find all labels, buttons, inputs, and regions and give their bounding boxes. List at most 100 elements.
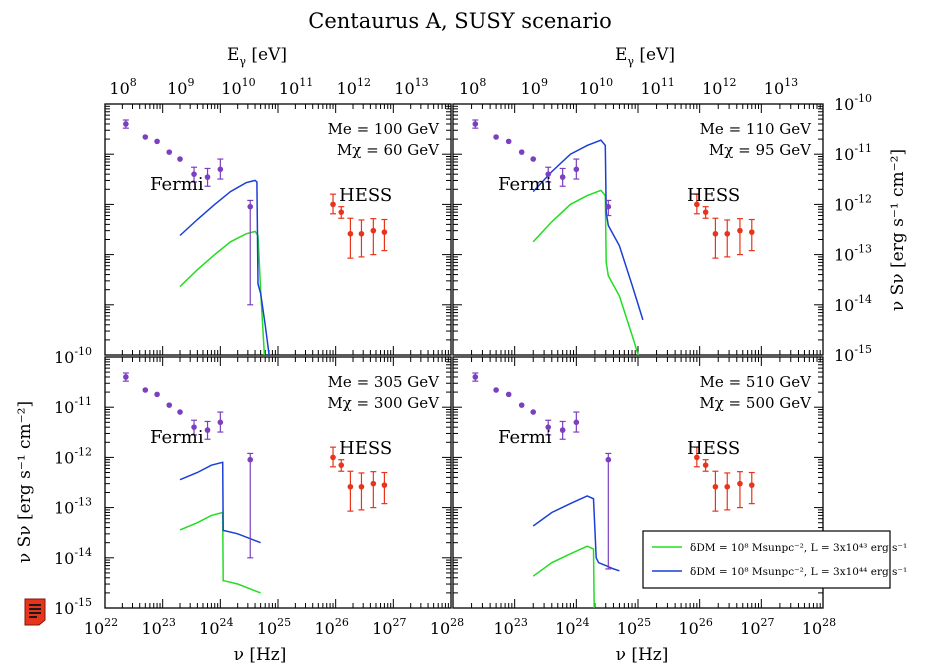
- model-curve-green: [179, 511, 261, 594]
- top-axis-label-unit: [eV]: [246, 45, 287, 65]
- top-axis-label-unit: [eV]: [634, 45, 675, 65]
- fermi-point: [493, 134, 499, 140]
- fermi-point: [123, 374, 129, 380]
- mass-annotation: Me = 305 GeV: [328, 373, 441, 391]
- fermi-point: [530, 409, 537, 415]
- top-axis-label-left: Eγ [eV]: [227, 45, 287, 68]
- hess-point: [370, 480, 377, 487]
- fermi-point: [166, 402, 173, 408]
- x-tick-label: 1027: [372, 616, 406, 638]
- fermi-point: [472, 121, 479, 127]
- fermi-point: [472, 374, 479, 380]
- model-curve-green: [532, 189, 639, 355]
- fermi-point: [177, 156, 183, 162]
- bottom-axis-label-right: ν [Hz]: [616, 645, 669, 665]
- hess-point: [338, 462, 345, 468]
- hess-point: [737, 227, 743, 234]
- x-tick-label: 1028: [802, 616, 836, 638]
- y-tick-label: 10-13: [54, 496, 92, 518]
- hess-label: HESS: [339, 185, 392, 206]
- hess-point: [724, 230, 731, 237]
- fermi-point: [605, 456, 612, 463]
- top-tick-label: 1013: [764, 76, 798, 98]
- fermi-point: [204, 427, 211, 433]
- bottom-axis-label-left: ν [Hz]: [234, 645, 287, 665]
- x-tick-label: 1025: [617, 616, 651, 638]
- mass-annotation: Mχ = 60 GeV: [337, 141, 440, 159]
- top-tick-label: 1013: [394, 76, 428, 98]
- hess-point: [347, 230, 354, 237]
- y-tick-label: 10-15: [54, 596, 92, 618]
- x-tick-label: 1026: [314, 616, 348, 638]
- hess-label: HESS: [687, 185, 740, 206]
- top-axis-label-right: Eγ [eV]: [615, 45, 675, 68]
- top-tick-label: 1011: [640, 76, 674, 98]
- panels-group: 108 109 1010 1011 1012 1013 Fermi HESS Me = 100 …: [54, 76, 872, 638]
- panel-bottom-left: 1022 1023 1024 1025 1026 1027 1028 10-15 10-14 10…: [54, 345, 464, 638]
- fermi-point: [493, 387, 499, 393]
- x-tick-label: 1025: [257, 616, 291, 638]
- y-tick-label-right: 10-12: [834, 192, 872, 214]
- top-tick-label: 1012: [337, 76, 371, 98]
- legend: δDM = 10⁸ Msunpc⁻², L = 3x10⁴³ erg s⁻¹ δ…: [642, 530, 907, 589]
- panel-top-right: 108 109 1010 1011 1012 1013 10-15 10-14 10-13 10-…: [452, 76, 872, 365]
- model-curve-blue: [179, 461, 261, 544]
- fermi-point: [518, 402, 525, 408]
- hess-point: [381, 482, 388, 488]
- fermi-point: [204, 174, 211, 180]
- top-axis-label-sub: γ: [239, 55, 246, 68]
- fermi-point: [191, 171, 197, 177]
- fermi-label: Fermi: [150, 427, 204, 448]
- hess-point: [358, 230, 365, 237]
- hess-label: HESS: [339, 438, 392, 459]
- fermi-point: [177, 409, 183, 415]
- fermi-point: [573, 166, 580, 173]
- fermi-point: [505, 138, 512, 145]
- right-axis-label: ν Sν [erg s⁻¹ cm⁻²]: [888, 149, 908, 311]
- hess-label: HESS: [687, 438, 740, 459]
- y-tick-label: 10-11: [54, 395, 92, 417]
- hess-point: [330, 454, 336, 461]
- x-tick-label: 1028: [430, 616, 464, 638]
- top-tick-label: 1010: [221, 76, 255, 98]
- top-tick-label: 108: [109, 76, 136, 98]
- hess-point: [358, 483, 365, 490]
- mass-annotation: Mχ = 95 GeV: [709, 141, 812, 159]
- x-tick-label: 1022: [84, 616, 118, 638]
- fermi-point: [142, 387, 149, 393]
- hess-point: [748, 482, 755, 488]
- legend-green-text: δDM = 10⁸ Msunpc⁻², L = 3x10⁴³ erg s⁻¹: [690, 542, 907, 554]
- top-axis-label-main: E: [615, 45, 627, 65]
- hess-point: [702, 462, 709, 468]
- mass-annotation: Me = 100 GeV: [328, 120, 441, 138]
- top-tick-label: 109: [167, 76, 194, 98]
- x-tick-label: 1024: [199, 616, 233, 638]
- hess-point: [694, 201, 700, 208]
- fermi-point: [217, 166, 224, 173]
- fermi-point: [605, 203, 612, 210]
- x-tick-label: 1026: [678, 616, 712, 638]
- y-tick-label: 10-10: [54, 345, 92, 367]
- mass-annotation: Mχ = 500 GeV: [699, 394, 812, 412]
- hess-point: [748, 229, 755, 235]
- x-tick-label: 1027: [740, 616, 774, 638]
- fermi-point: [142, 134, 149, 140]
- y-tick-label-right: 10-14: [834, 293, 872, 315]
- fermi-label: Fermi: [498, 174, 552, 195]
- document-icon[interactable]: [24, 598, 46, 626]
- hess-point: [381, 229, 388, 235]
- mass-annotation: Me = 110 GeV: [700, 120, 813, 138]
- hess-point: [370, 227, 377, 234]
- fermi-point: [545, 171, 552, 177]
- legend-box: [642, 530, 891, 589]
- top-tick-label: 1010: [579, 76, 613, 98]
- y-tick-label-right: 10-13: [834, 243, 872, 265]
- hess-point: [702, 209, 709, 215]
- left-axis-label: ν Sν [erg s⁻¹ cm⁻²]: [15, 401, 35, 563]
- legend-blue-text: δDM = 10⁸ Msunpc⁻², L = 3x10⁴⁴ erg s⁻¹: [690, 566, 907, 578]
- fermi-point: [545, 424, 552, 430]
- fermi-label: Fermi: [150, 174, 204, 195]
- model-curve-green: [179, 230, 266, 355]
- mass-annotation: Mχ = 300 GeV: [327, 394, 440, 412]
